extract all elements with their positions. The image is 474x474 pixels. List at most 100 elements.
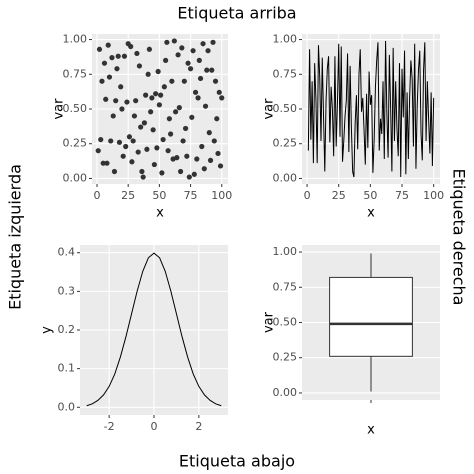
point (168, 131, 174, 137)
x-axis-title: x (156, 206, 164, 221)
y-tick-label: 0.50 (273, 316, 298, 329)
point (197, 75, 204, 82)
point (108, 138, 114, 144)
point (192, 89, 199, 95)
point (212, 78, 219, 84)
box (329, 276, 413, 357)
point (195, 95, 201, 101)
right-label: Etiqueta derecha (450, 169, 469, 306)
bottom-label: Etiqueta abajo (179, 452, 295, 471)
x-tick-label: 100 (211, 189, 232, 202)
point (182, 125, 189, 132)
point (120, 153, 126, 159)
point (98, 136, 104, 143)
point (99, 78, 105, 84)
point (191, 171, 197, 177)
point (111, 168, 118, 175)
x-tick-label: -2 (104, 420, 115, 433)
point (176, 105, 182, 111)
point (101, 60, 108, 66)
y-tick-label: 0.50 (273, 102, 298, 115)
y-axis-title: y (40, 326, 55, 334)
point (171, 38, 177, 44)
point (189, 114, 195, 120)
line (307, 40, 435, 178)
point (175, 52, 181, 58)
x-tick-label: 75 (184, 189, 198, 202)
point (166, 116, 172, 122)
point (165, 148, 171, 154)
x-tick-label: 0 (151, 420, 158, 433)
y-tick-label: 1.00 (63, 33, 88, 46)
point (181, 78, 187, 84)
point (196, 57, 202, 63)
point (150, 127, 156, 133)
x-tick-label: 100 (423, 189, 444, 202)
y-axis-title: var (262, 311, 277, 333)
point (148, 109, 154, 115)
point (186, 174, 192, 180)
point (160, 136, 166, 143)
point (155, 68, 161, 75)
point (119, 106, 125, 112)
point (159, 170, 165, 176)
point (163, 57, 169, 63)
point (95, 148, 101, 154)
point (106, 74, 113, 80)
point (115, 53, 121, 59)
point (154, 145, 160, 151)
point (177, 168, 184, 175)
point (143, 92, 149, 98)
point (131, 113, 138, 119)
y-tick-label: 0.50 (63, 102, 88, 115)
y-tick-label: 0.25 (63, 137, 88, 150)
x-tick-label: 25 (121, 189, 135, 202)
point (103, 96, 109, 102)
y-tick-label: 0.00 (63, 171, 88, 184)
y-tick-label: 1.00 (273, 245, 298, 258)
point (215, 150, 221, 157)
point (109, 55, 115, 61)
y-tick-label: 0.0 (58, 400, 76, 413)
top-label: Etiqueta arriba (177, 4, 296, 23)
point (144, 146, 150, 152)
y-tick-label: 0.75 (63, 67, 88, 80)
y-axis-title: var (52, 98, 67, 120)
x-tick-label: 2 (195, 420, 202, 433)
point (204, 67, 210, 73)
y-tick-label: 0.00 (273, 171, 298, 184)
x-tick-label: 0 (93, 189, 100, 202)
point (126, 134, 133, 140)
point (100, 160, 106, 166)
point (149, 95, 155, 101)
point (116, 139, 123, 145)
point (164, 39, 170, 45)
point (201, 166, 207, 172)
point (202, 103, 209, 109)
point (114, 66, 120, 72)
point (216, 89, 222, 95)
point (141, 120, 148, 126)
point (138, 124, 144, 130)
point (130, 138, 136, 144)
point (121, 53, 128, 59)
left-label: Etiqueta izquierda (6, 164, 25, 310)
y-tick-label: 0.25 (273, 351, 298, 364)
point (172, 109, 179, 115)
point (206, 130, 212, 136)
point (124, 99, 130, 105)
point (187, 66, 194, 72)
point (139, 168, 145, 175)
point (200, 41, 206, 47)
point (104, 160, 110, 166)
x-axis-title: x (367, 423, 375, 438)
point (134, 50, 140, 57)
y-tick-label: 0.75 (273, 280, 298, 293)
point (140, 174, 146, 180)
point (207, 157, 214, 163)
point (110, 113, 116, 119)
x-tick-label: 50 (363, 189, 377, 202)
y-tick-label: 0.2 (58, 323, 76, 336)
point (219, 95, 225, 101)
